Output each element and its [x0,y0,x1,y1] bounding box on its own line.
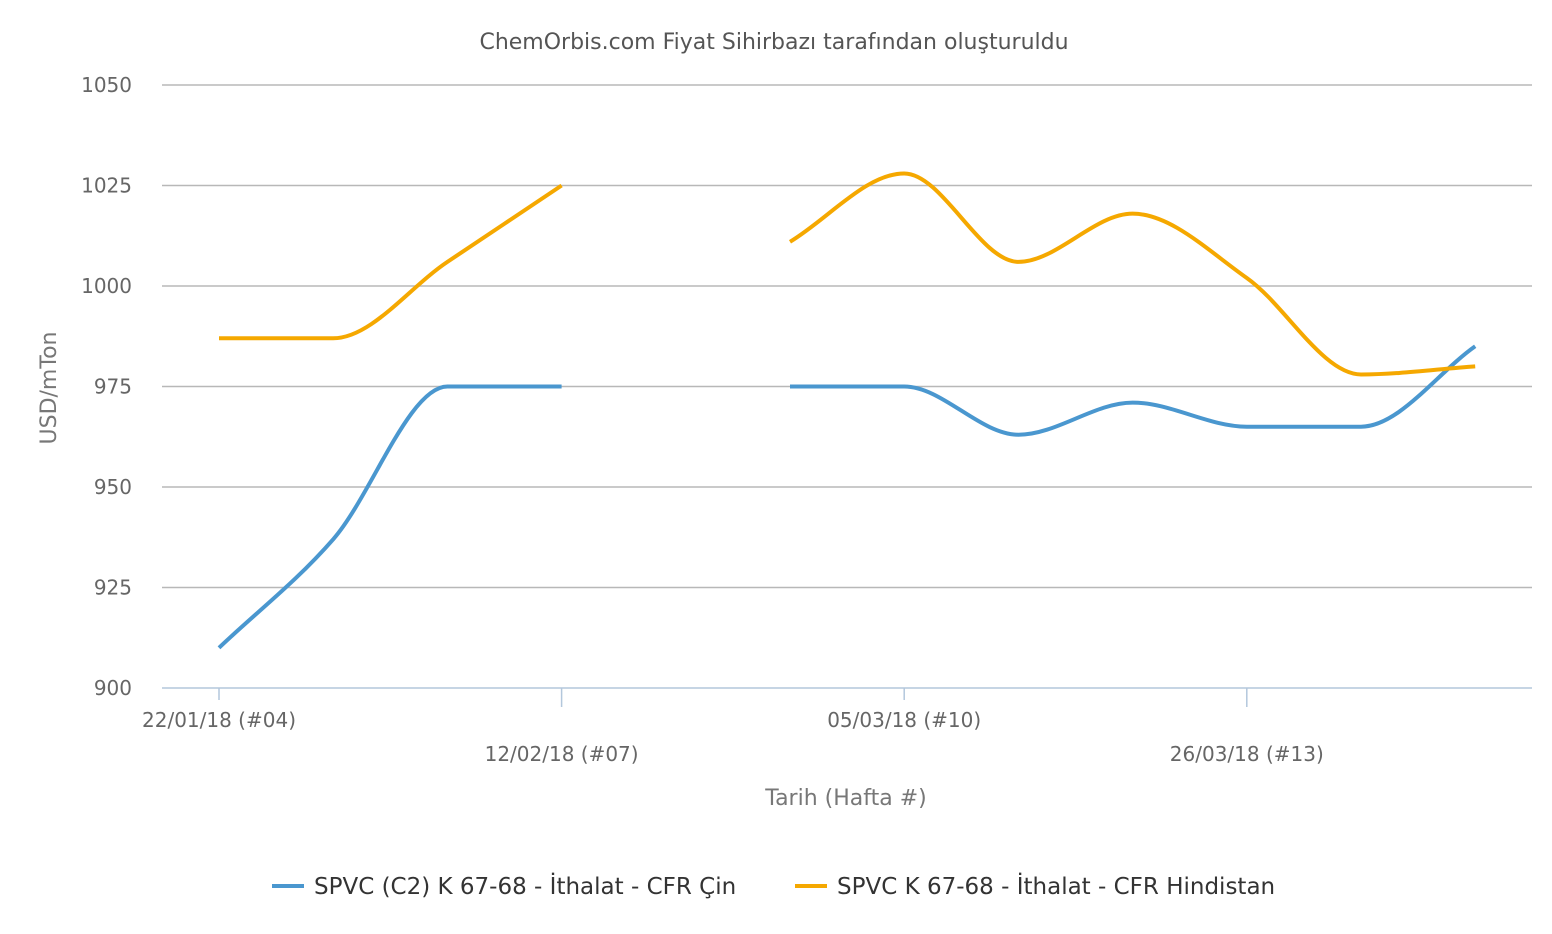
series-line-1 [217,384,562,650]
series-lines [217,171,1477,650]
legend: SPVC (C2) K 67-68 - İthalat - CFR Çin SPV… [272,872,1275,900]
x-tick-label: 26/03/18 (#13) [1170,742,1324,766]
y-tick-label: 950 [94,475,132,499]
y-tick-label: 900 [94,676,132,700]
x-tick-label: 22/01/18 (#04) [142,708,296,732]
chart-title: ChemOrbis.com Fiyat Sihirbazı tarafından… [479,30,1068,55]
x-axis: 22/01/18 (#04) 12/02/18 (#07) 05/03/18 (#1… [142,687,1532,766]
y-axis-ticks: 900 925 950 975 1000 1025 1050 [81,73,132,700]
legend-label-1: SPVC (C2) K 67-68 - İthalat - CFR Çin [314,872,736,900]
y-tick-label: 925 [94,576,132,600]
gridlines [162,84,1532,589]
series-line-1 [790,344,1477,437]
y-axis-title: USD/mTon [37,332,62,445]
series-line-2 [788,171,1476,377]
y-tick-label: 975 [94,375,132,399]
y-tick-label: 1025 [81,174,132,198]
x-tick-label: 12/02/18 (#07) [485,742,639,766]
legend-label-2: SPVC K 67-68 - İthalat - CFR Hindistan [837,872,1275,900]
series-line-2 [218,183,563,341]
y-tick-label: 1000 [81,274,132,298]
x-axis-title: Tarih (Hafta #) [764,786,926,811]
y-tick-label: 1050 [81,73,132,97]
x-tick-label: 05/03/18 (#10) [827,708,981,732]
